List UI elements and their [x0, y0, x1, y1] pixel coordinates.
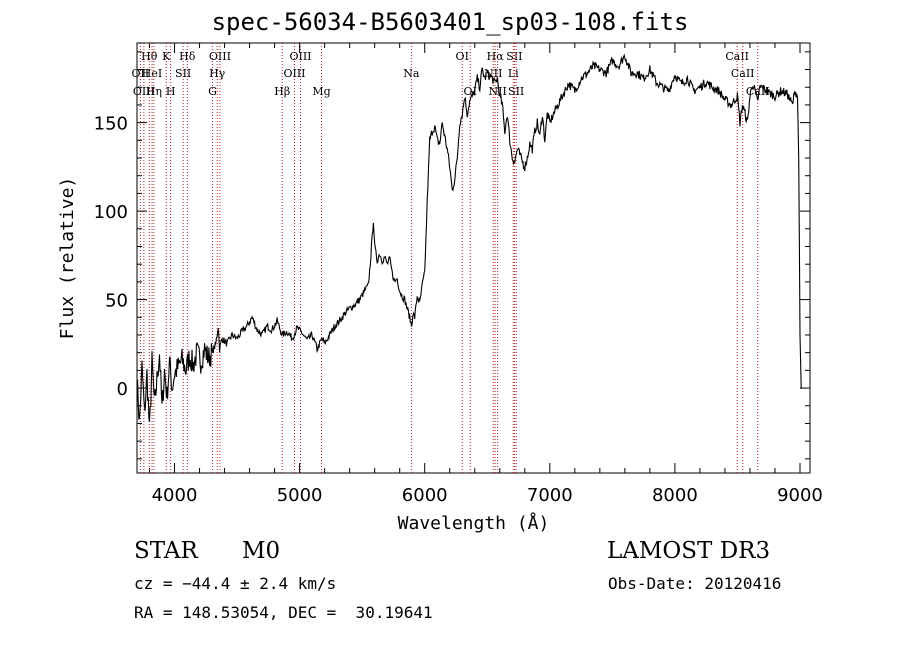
x-tick-label: 6000 — [402, 485, 448, 506]
spectral-line-label: NII — [484, 67, 502, 80]
spectral-line-label: Hα — [487, 50, 505, 63]
spectral-line-label: G — [208, 85, 217, 98]
spectral-line-label: Mg — [312, 85, 330, 98]
chart-title: spec-56034-B5603401_sp03-108.fits — [211, 8, 689, 36]
y-tick-label: 100 — [94, 202, 128, 223]
spectral-line-label: Hβ — [274, 85, 290, 98]
survey-label: LAMOST DR3 — [607, 538, 771, 564]
spectral-line-label: OIII — [133, 85, 155, 98]
spectral-line-label: SII — [506, 50, 522, 63]
plot-frame — [136, 42, 811, 474]
subclass-label: M0 — [242, 538, 281, 564]
spectral-line-label: Na — [403, 67, 420, 80]
y-tick-label: 150 — [94, 114, 128, 135]
obs-date-label: Obs-Date: 20120416 — [608, 574, 782, 593]
spectral-line-label: SII — [175, 67, 191, 80]
spectral-line-label: Li — [508, 67, 519, 80]
redshift-label: cz = −44.4 ± 2.4 km/s — [134, 574, 337, 593]
x-tick-label: 4000 — [152, 485, 198, 506]
y-tick-label: 0 — [117, 379, 128, 400]
spectral-line-label: HeI — [142, 67, 162, 80]
spectral-line-label: CaII — [731, 67, 755, 80]
spectral-line-label: K — [162, 50, 171, 63]
x-tick-label: 8000 — [652, 485, 698, 506]
radec-label: RA = 148.53054, DEC = 30.19641 — [134, 603, 433, 622]
spectral-line-label: OIII — [283, 67, 305, 80]
spectral-line-label: NII — [488, 85, 506, 98]
spectral-line-label: OIII — [289, 50, 311, 63]
spectral-line-label: Hη — [146, 85, 162, 98]
spectral-line-label: SII — [508, 85, 524, 98]
spectrum-chart: 4000 5000 6000 7000 8000 9000 0 50 100 150 Wavelen… — [57, 42, 823, 534]
spectral-line-label: OII — [132, 67, 150, 80]
x-axis-label: Wavelength (Å) — [398, 512, 550, 534]
spectral-line-label: Hθ — [141, 50, 158, 63]
spectral-line-label: Hδ — [179, 50, 196, 63]
spectral-line-label: CaII — [725, 50, 749, 63]
y-axis-label: Flux (relative) — [57, 177, 78, 340]
x-tick-label: 9000 — [777, 485, 823, 506]
spectral-line-label: OIII — [209, 50, 231, 63]
x-tick-label: 5000 — [277, 485, 323, 506]
spectrum-line — [137, 53, 803, 422]
y-tick-label: 50 — [105, 291, 128, 312]
spectral-line-label: Hγ — [209, 67, 226, 80]
object-type-label: STAR — [134, 538, 198, 564]
spectral-line-label: H — [166, 85, 176, 98]
spectral-line-label: OI — [456, 50, 469, 63]
x-tick-label: 7000 — [527, 485, 573, 506]
